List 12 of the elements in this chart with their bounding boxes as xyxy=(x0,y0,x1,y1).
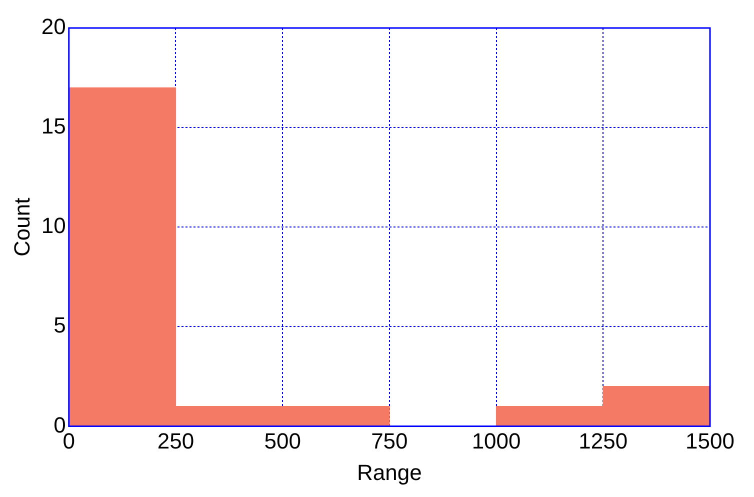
x-tick-label: 1500 xyxy=(686,428,734,454)
x-tick-label: 500 xyxy=(264,428,301,454)
y-tick-label: 20 xyxy=(41,14,66,40)
y-tick-label: 15 xyxy=(41,114,66,139)
y-tick-label: 10 xyxy=(41,213,66,238)
x-axis-title: Range xyxy=(357,460,422,485)
y-axis-title: Count xyxy=(9,198,34,256)
y-tick-label: 5 xyxy=(54,312,66,338)
x-tick-label: 250 xyxy=(157,428,194,454)
x-tick-label: 1000 xyxy=(472,428,521,454)
x-tick-label: 1250 xyxy=(578,428,628,454)
x-tick-label: 750 xyxy=(371,428,408,454)
